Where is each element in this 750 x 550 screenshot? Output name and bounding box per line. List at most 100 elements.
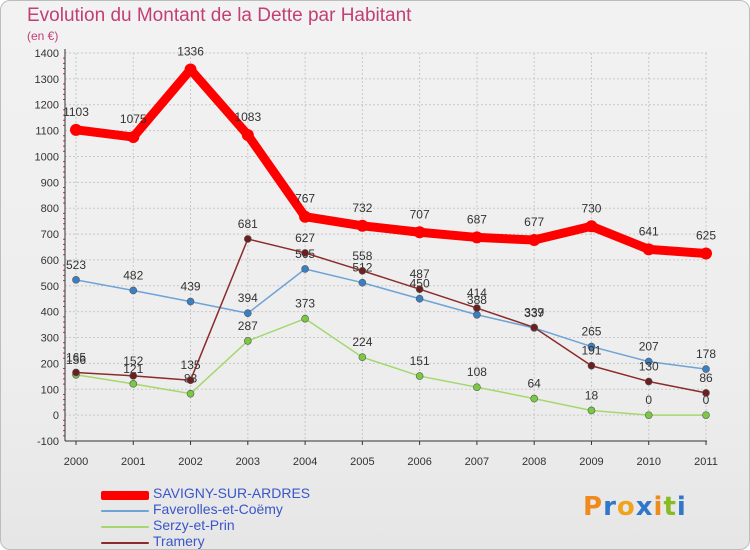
point-savigny-sur-ardres-7 [470, 231, 483, 244]
y-tick-label-12: 1100 [35, 126, 59, 138]
x-tick-label-7: 2007 [465, 456, 489, 468]
series-line-tramery [75, 238, 707, 394]
logo-letter-5: t [663, 492, 677, 522]
data-label-tramery-3: 681 [238, 217, 258, 231]
legend-label-1: SAVIGNY-SUR-ARDRES [153, 485, 311, 501]
point-serzy-et-prin-9 [587, 406, 596, 415]
data-label-savigny-sur-ardres-6: 707 [410, 207, 430, 221]
series-line-serzy-et-prin [75, 317, 707, 416]
point-savigny-sur-ardres-1 [127, 131, 140, 144]
point-tramery-4 [301, 249, 309, 257]
point-tramery-6 [415, 285, 424, 293]
legend-swatch-3 [101, 526, 149, 528]
point-savigny-sur-ardres-5 [356, 219, 369, 232]
point-serzy-et-prin-4 [301, 314, 309, 323]
y-tick-label-13: 1200 [35, 100, 59, 112]
x-tick-label-3: 2003 [236, 456, 260, 468]
point-savigny-sur-ardres-6 [413, 226, 426, 239]
point-savigny-sur-ardres-2 [184, 63, 197, 76]
y-tick-label-10: 900 [41, 177, 59, 189]
data-label-tramery-1: 152 [123, 354, 143, 368]
data-label-serzy-et-prin-9: 18 [585, 388, 599, 402]
data-label-faverolles-et-coemy-8: 337 [524, 306, 544, 320]
data-label-savigny-sur-ardres-3: 1083 [234, 110, 261, 124]
point-serzy-et-prin-2 [186, 389, 195, 398]
data-label-tramery-2: 135 [181, 358, 201, 372]
point-tramery-5 [358, 266, 367, 275]
y-tick-label-6: 500 [41, 281, 59, 293]
point-faverolles-et-coemy-10 [644, 357, 653, 366]
data-label-savigny-sur-ardres-4: 767 [295, 192, 315, 206]
x-tick-label-11: 2011 [694, 456, 718, 468]
legend-swatch-2 [101, 510, 149, 512]
y-tick-label-8: 700 [41, 229, 59, 241]
y-tick-label-4: 300 [41, 333, 59, 345]
point-faverolles-et-coemy-0 [72, 276, 80, 284]
data-label-serzy-et-prin-6: 151 [410, 354, 430, 368]
point-faverolles-et-coemy-7 [473, 310, 481, 319]
point-serzy-et-prin-6 [415, 372, 424, 380]
point-tramery-7 [473, 304, 481, 312]
point-savigny-sur-ardres-4 [299, 210, 312, 223]
x-tick-label-4: 2004 [293, 456, 317, 468]
y-tick-label-0: -100 [37, 436, 59, 448]
y-tick-label-15: 1400 [35, 48, 59, 60]
data-label-faverolles-et-coemy-3: 394 [238, 291, 258, 305]
y-tick-label-9: 800 [41, 203, 59, 215]
data-label-faverolles-et-coemy-0: 523 [66, 258, 86, 272]
logo-letter-2: o [616, 492, 636, 522]
data-label-savigny-sur-ardres-1: 1075 [120, 112, 147, 126]
y-tick-label-7: 600 [41, 255, 59, 267]
legend-label-3: Serzy-et-Prin [153, 517, 235, 533]
logo-letter-3: x [635, 492, 654, 522]
point-faverolles-et-coemy-3 [244, 309, 252, 318]
x-tick-label-8: 2008 [522, 456, 546, 468]
point-savigny-sur-ardres-10 [642, 243, 655, 256]
point-faverolles-et-coemy-11 [702, 365, 710, 373]
logo-letter-6: i [676, 492, 687, 522]
chart-subtitle: (en €) [27, 29, 59, 43]
legend-swatch-4 [101, 542, 149, 544]
data-label-serzy-et-prin-3: 287 [238, 319, 258, 333]
data-label-tramery-5: 558 [352, 249, 372, 263]
x-tick-label-2: 2002 [178, 456, 202, 468]
point-savigny-sur-ardres-11 [700, 247, 712, 260]
point-serzy-et-prin-10 [644, 411, 653, 419]
data-label-serzy-et-prin-7: 108 [467, 365, 487, 379]
point-faverolles-et-coemy-9 [587, 342, 596, 351]
point-tramery-2 [186, 376, 195, 385]
point-faverolles-et-coemy-2 [186, 297, 195, 306]
series-line-savigny-sur-ardres [71, 65, 711, 258]
data-label-tramery-10: 130 [639, 360, 659, 374]
legend-swatch-1 [101, 491, 149, 500]
point-tramery-9 [587, 361, 596, 370]
series-line-faverolles-et-coemy [75, 268, 707, 370]
y-tick-label-2: 100 [41, 384, 59, 396]
data-label-savigny-sur-ardres-10: 641 [639, 224, 659, 238]
point-savigny-sur-ardres-9 [585, 220, 598, 233]
data-label-savigny-sur-ardres-2: 1336 [177, 45, 204, 59]
data-label-serzy-et-prin-1: 121 [123, 362, 143, 376]
data-label-savigny-sur-ardres-0: 1103 [63, 105, 89, 119]
logo-letter-1: r [603, 492, 617, 522]
data-label-serzy-et-prin-8: 64 [528, 377, 542, 391]
point-faverolles-et-coemy-5 [358, 278, 367, 287]
point-serzy-et-prin-1 [129, 380, 138, 388]
x-tick-label-10: 2010 [636, 456, 660, 468]
data-label-faverolles-et-coemy-7: 388 [467, 293, 487, 307]
point-savigny-sur-ardres-0 [70, 123, 82, 136]
point-faverolles-et-coemy-6 [415, 294, 424, 303]
data-label-tramery-9: 191 [581, 344, 601, 358]
x-tick-label-5: 2005 [350, 456, 374, 468]
legend-label-2: Faverolles-et-Coëmy [153, 501, 283, 517]
point-serzy-et-prin-8 [530, 394, 538, 403]
data-label-tramery-7: 414 [467, 286, 487, 300]
chart-title: Evolution du Montant de la Dette par Hab… [27, 5, 412, 26]
point-serzy-et-prin-3 [244, 337, 252, 345]
data-label-savigny-sur-ardres-7: 687 [467, 212, 487, 226]
data-label-faverolles-et-coemy-9: 265 [581, 325, 601, 339]
proxiti-logo: Proxiti [583, 492, 687, 522]
data-label-serzy-et-prin-0: 156 [66, 353, 86, 367]
